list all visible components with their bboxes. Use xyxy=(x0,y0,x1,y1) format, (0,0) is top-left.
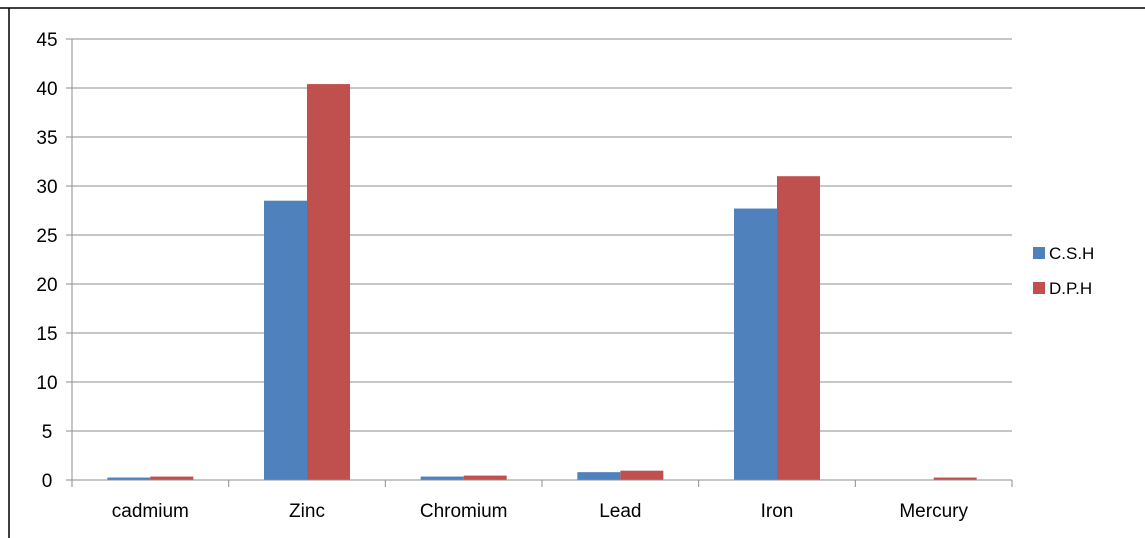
y-tick-label: 5 xyxy=(42,422,53,443)
legend-swatch xyxy=(1033,247,1045,259)
bar-csh-chromium xyxy=(420,476,464,480)
axes xyxy=(66,38,1013,487)
x-tick-label: Mercury xyxy=(899,501,968,522)
bar-dph-zinc xyxy=(307,84,350,480)
x-tick-label: Zinc xyxy=(289,501,325,522)
x-tick-label: Chromium xyxy=(420,501,508,522)
y-tick-label: 35 xyxy=(36,128,57,149)
bar-dph-chromium xyxy=(463,475,507,480)
x-tick-labels: cadmium Zinc Chromium Lead Iron Mercury xyxy=(112,501,969,522)
bar-dph-cadmium xyxy=(150,476,194,480)
legend-label: C.S.H xyxy=(1049,244,1094,263)
bar-dph-mercury xyxy=(933,477,977,480)
bar-csh-lead xyxy=(577,472,621,480)
bars xyxy=(107,84,977,481)
bar-csh-zinc xyxy=(264,200,307,480)
x-tick-label: Iron xyxy=(761,501,794,522)
y-tick-label: 15 xyxy=(36,324,57,345)
y-tick-label: 0 xyxy=(42,471,53,492)
legend: C.S.H D.P.H xyxy=(1033,244,1094,298)
legend-label: D.P.H xyxy=(1049,279,1092,298)
x-tick-label: cadmium xyxy=(112,501,189,522)
bar-csh-cadmium xyxy=(107,477,151,480)
bar-csh-iron xyxy=(734,208,777,481)
y-tick-labels: 0 5 10 15 20 25 30 35 40 45 xyxy=(36,30,57,492)
bar-dph-lead xyxy=(620,470,664,480)
y-tick-label: 30 xyxy=(36,177,57,198)
y-tick-label: 40 xyxy=(36,79,57,100)
legend-swatch xyxy=(1033,282,1045,294)
gridlines xyxy=(72,38,1012,432)
x-tick-label: Lead xyxy=(599,501,641,522)
y-tick-label: 10 xyxy=(36,373,57,394)
y-tick-label: 45 xyxy=(36,30,57,51)
y-tick-label: 25 xyxy=(36,226,57,247)
bar-dph-iron xyxy=(777,176,820,480)
y-tick-label: 20 xyxy=(36,275,57,296)
